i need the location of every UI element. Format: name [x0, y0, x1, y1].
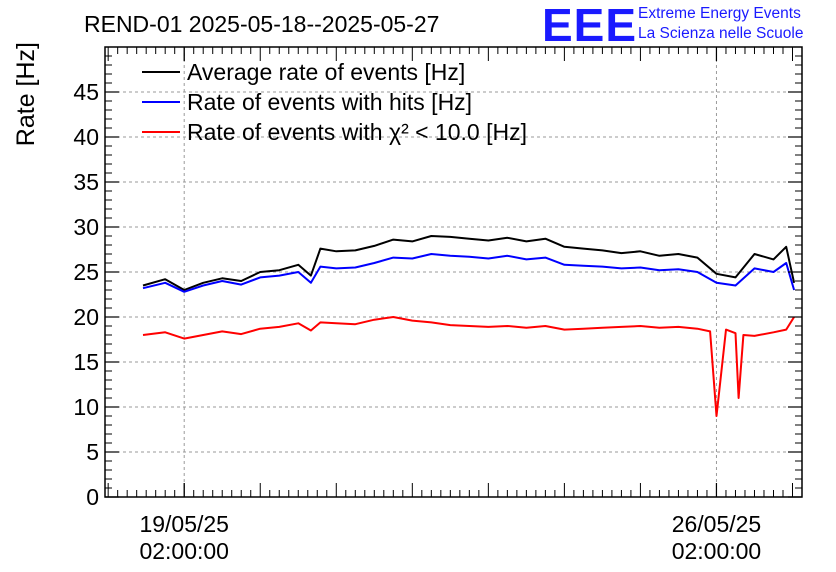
eee-logo: EEE Extreme Energy Events La Scienza nel…	[542, 0, 832, 51]
y-axis-label: Rate [Hz]	[12, 42, 40, 146]
chart-title: REND-01 2025-05-18--2025-05-27	[84, 11, 439, 37]
y-tick-label: 20	[73, 304, 99, 330]
y-tick-label: 45	[73, 79, 99, 105]
x-tick-label-time: 02:00:00	[139, 538, 229, 564]
y-tick-label: 0	[86, 484, 99, 510]
legend-label: Rate of events with hits [Hz]	[187, 89, 472, 115]
legend-label: Average rate of events [Hz]	[187, 59, 465, 85]
y-tick-label: 35	[73, 169, 99, 195]
legend-label: Rate of events with χ² < 10.0 [Hz]	[187, 119, 527, 145]
series-line	[142, 253, 796, 293]
y-axis-ticks: 0 5 10 15 20 25 30 35 40 45	[73, 55, 802, 510]
y-tick-label: 30	[73, 214, 99, 240]
x-tick-label-date: 26/05/25	[672, 511, 762, 537]
y-tick-label: 25	[73, 259, 99, 285]
y-tick-label: 15	[73, 349, 99, 375]
y-tick-label: 5	[86, 439, 99, 465]
logo-mark: EEE	[542, 0, 638, 51]
grid-lines	[105, 47, 802, 497]
series-line	[142, 235, 796, 291]
y-tick-label: 40	[73, 124, 99, 150]
logo-line-1: Extreme Energy Events	[638, 5, 801, 22]
x-tick-label-date: 19/05/25	[139, 511, 229, 537]
x-tick-label-time: 02:00:00	[672, 538, 762, 564]
logo-line-2: La Scienza nelle Scuole	[638, 25, 804, 42]
y-tick-label: 10	[73, 394, 99, 420]
series-lines	[142, 235, 796, 417]
legend: Average rate of events [Hz] Rate of event…	[142, 59, 527, 145]
series-line	[142, 316, 795, 417]
